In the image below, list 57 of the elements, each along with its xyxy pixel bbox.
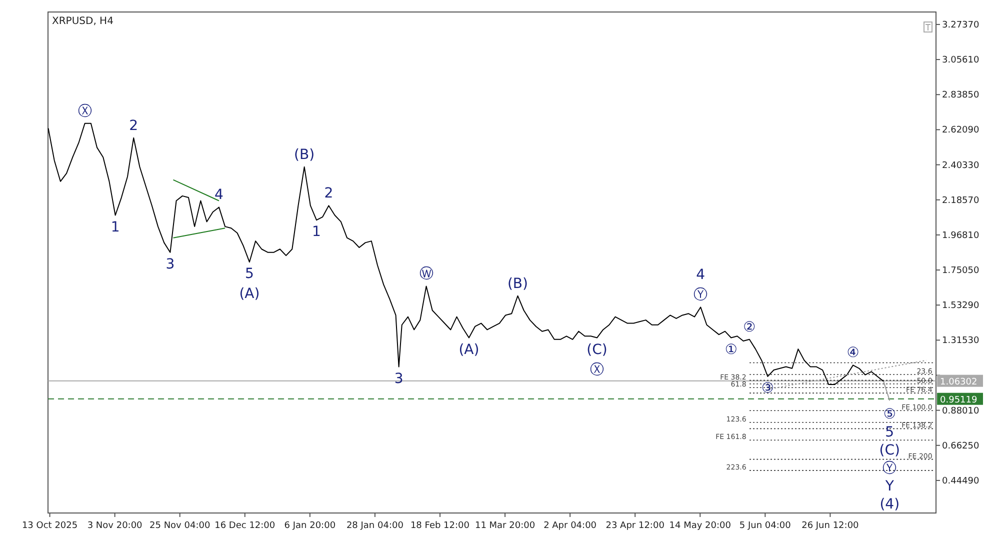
x-tick-label: 26 Jun 12:00 bbox=[802, 521, 860, 531]
x-tick-label: 23 Apr 12:00 bbox=[606, 521, 665, 531]
x-tick-label: 18 Feb 12:00 bbox=[410, 521, 470, 531]
x-tick-label: 25 Nov 04:00 bbox=[150, 521, 210, 531]
annotation: Ⓧ bbox=[590, 362, 604, 378]
x-tick-label: 14 May 20:00 bbox=[669, 521, 732, 531]
annotation: 2 bbox=[324, 186, 334, 202]
annotation: 3 bbox=[394, 370, 404, 387]
y-tick-label: 1.31530 bbox=[942, 336, 980, 346]
annotation: 4 bbox=[696, 267, 706, 284]
annotation: (4) bbox=[880, 496, 900, 513]
annotation: ② bbox=[743, 319, 756, 336]
chart-title: XRPUSD, H4 bbox=[52, 16, 114, 27]
x-tick-label: 3 Nov 20:00 bbox=[87, 521, 143, 531]
annotation: ⑤ bbox=[883, 406, 896, 423]
x-tick-label: 5 Jun 04:00 bbox=[739, 521, 792, 531]
annotation: (B) bbox=[507, 276, 528, 292]
annotation: (C) bbox=[879, 442, 900, 459]
annotation: Ⓦ bbox=[419, 266, 434, 282]
annotation: Ⓨ bbox=[882, 460, 897, 477]
annotation: 1 bbox=[110, 219, 120, 236]
annotation: (B) bbox=[294, 146, 315, 163]
annotation: 2 bbox=[129, 118, 138, 134]
annotation: Y bbox=[884, 478, 894, 495]
annotation: ③ bbox=[761, 380, 774, 396]
y-tick-label: 2.40330 bbox=[942, 160, 980, 171]
annotation: (A) bbox=[458, 342, 480, 358]
x-tick-label: 2 Apr 04:00 bbox=[544, 521, 597, 531]
x-tick-label: 13 Oct 2025 bbox=[22, 521, 78, 531]
x-tick-label: 11 Mar 20:00 bbox=[474, 521, 536, 531]
annotation: ④ bbox=[846, 345, 860, 362]
annotation: 5 bbox=[244, 266, 254, 282]
annotation: (A) bbox=[239, 286, 260, 302]
annotation: 4 bbox=[214, 187, 224, 204]
y-tick-label: 2.18570 bbox=[942, 196, 980, 206]
y-tick-label: 2.83850 bbox=[942, 90, 980, 101]
annotation: 1 bbox=[312, 224, 321, 240]
y-tick-label: 3.27370 bbox=[942, 20, 980, 30]
y-tick-label: 1.75050 bbox=[942, 266, 980, 276]
y-tick-label: 0.66250 bbox=[942, 441, 980, 452]
ref-line-label: 1.06302 bbox=[940, 377, 978, 388]
y-tick-label: 0.88010 bbox=[942, 406, 980, 416]
annotation: 3 bbox=[166, 256, 175, 272]
y-tick-label: 1.96810 bbox=[942, 230, 980, 241]
y-tick-label: 1.53290 bbox=[942, 301, 980, 312]
x-tick-label: 6 Jan 20:00 bbox=[284, 521, 336, 531]
annotation: 5 bbox=[885, 424, 894, 441]
annotation: Ⓨ bbox=[694, 287, 708, 304]
x-tick-label: 16 Dec 12:00 bbox=[214, 521, 276, 531]
ref-line-label: 0.95119 bbox=[940, 395, 978, 406]
annotation: Ⓧ bbox=[78, 103, 92, 120]
annotation: (C) bbox=[586, 342, 608, 358]
x-tick-label: 28 Jan 04:00 bbox=[346, 521, 404, 531]
annotation: ① bbox=[724, 342, 738, 358]
y-tick-label: 2.62090 bbox=[942, 126, 980, 136]
y-tick-label: 3.05610 bbox=[942, 56, 980, 66]
y-tick-label: 0.44490 bbox=[942, 476, 980, 486]
